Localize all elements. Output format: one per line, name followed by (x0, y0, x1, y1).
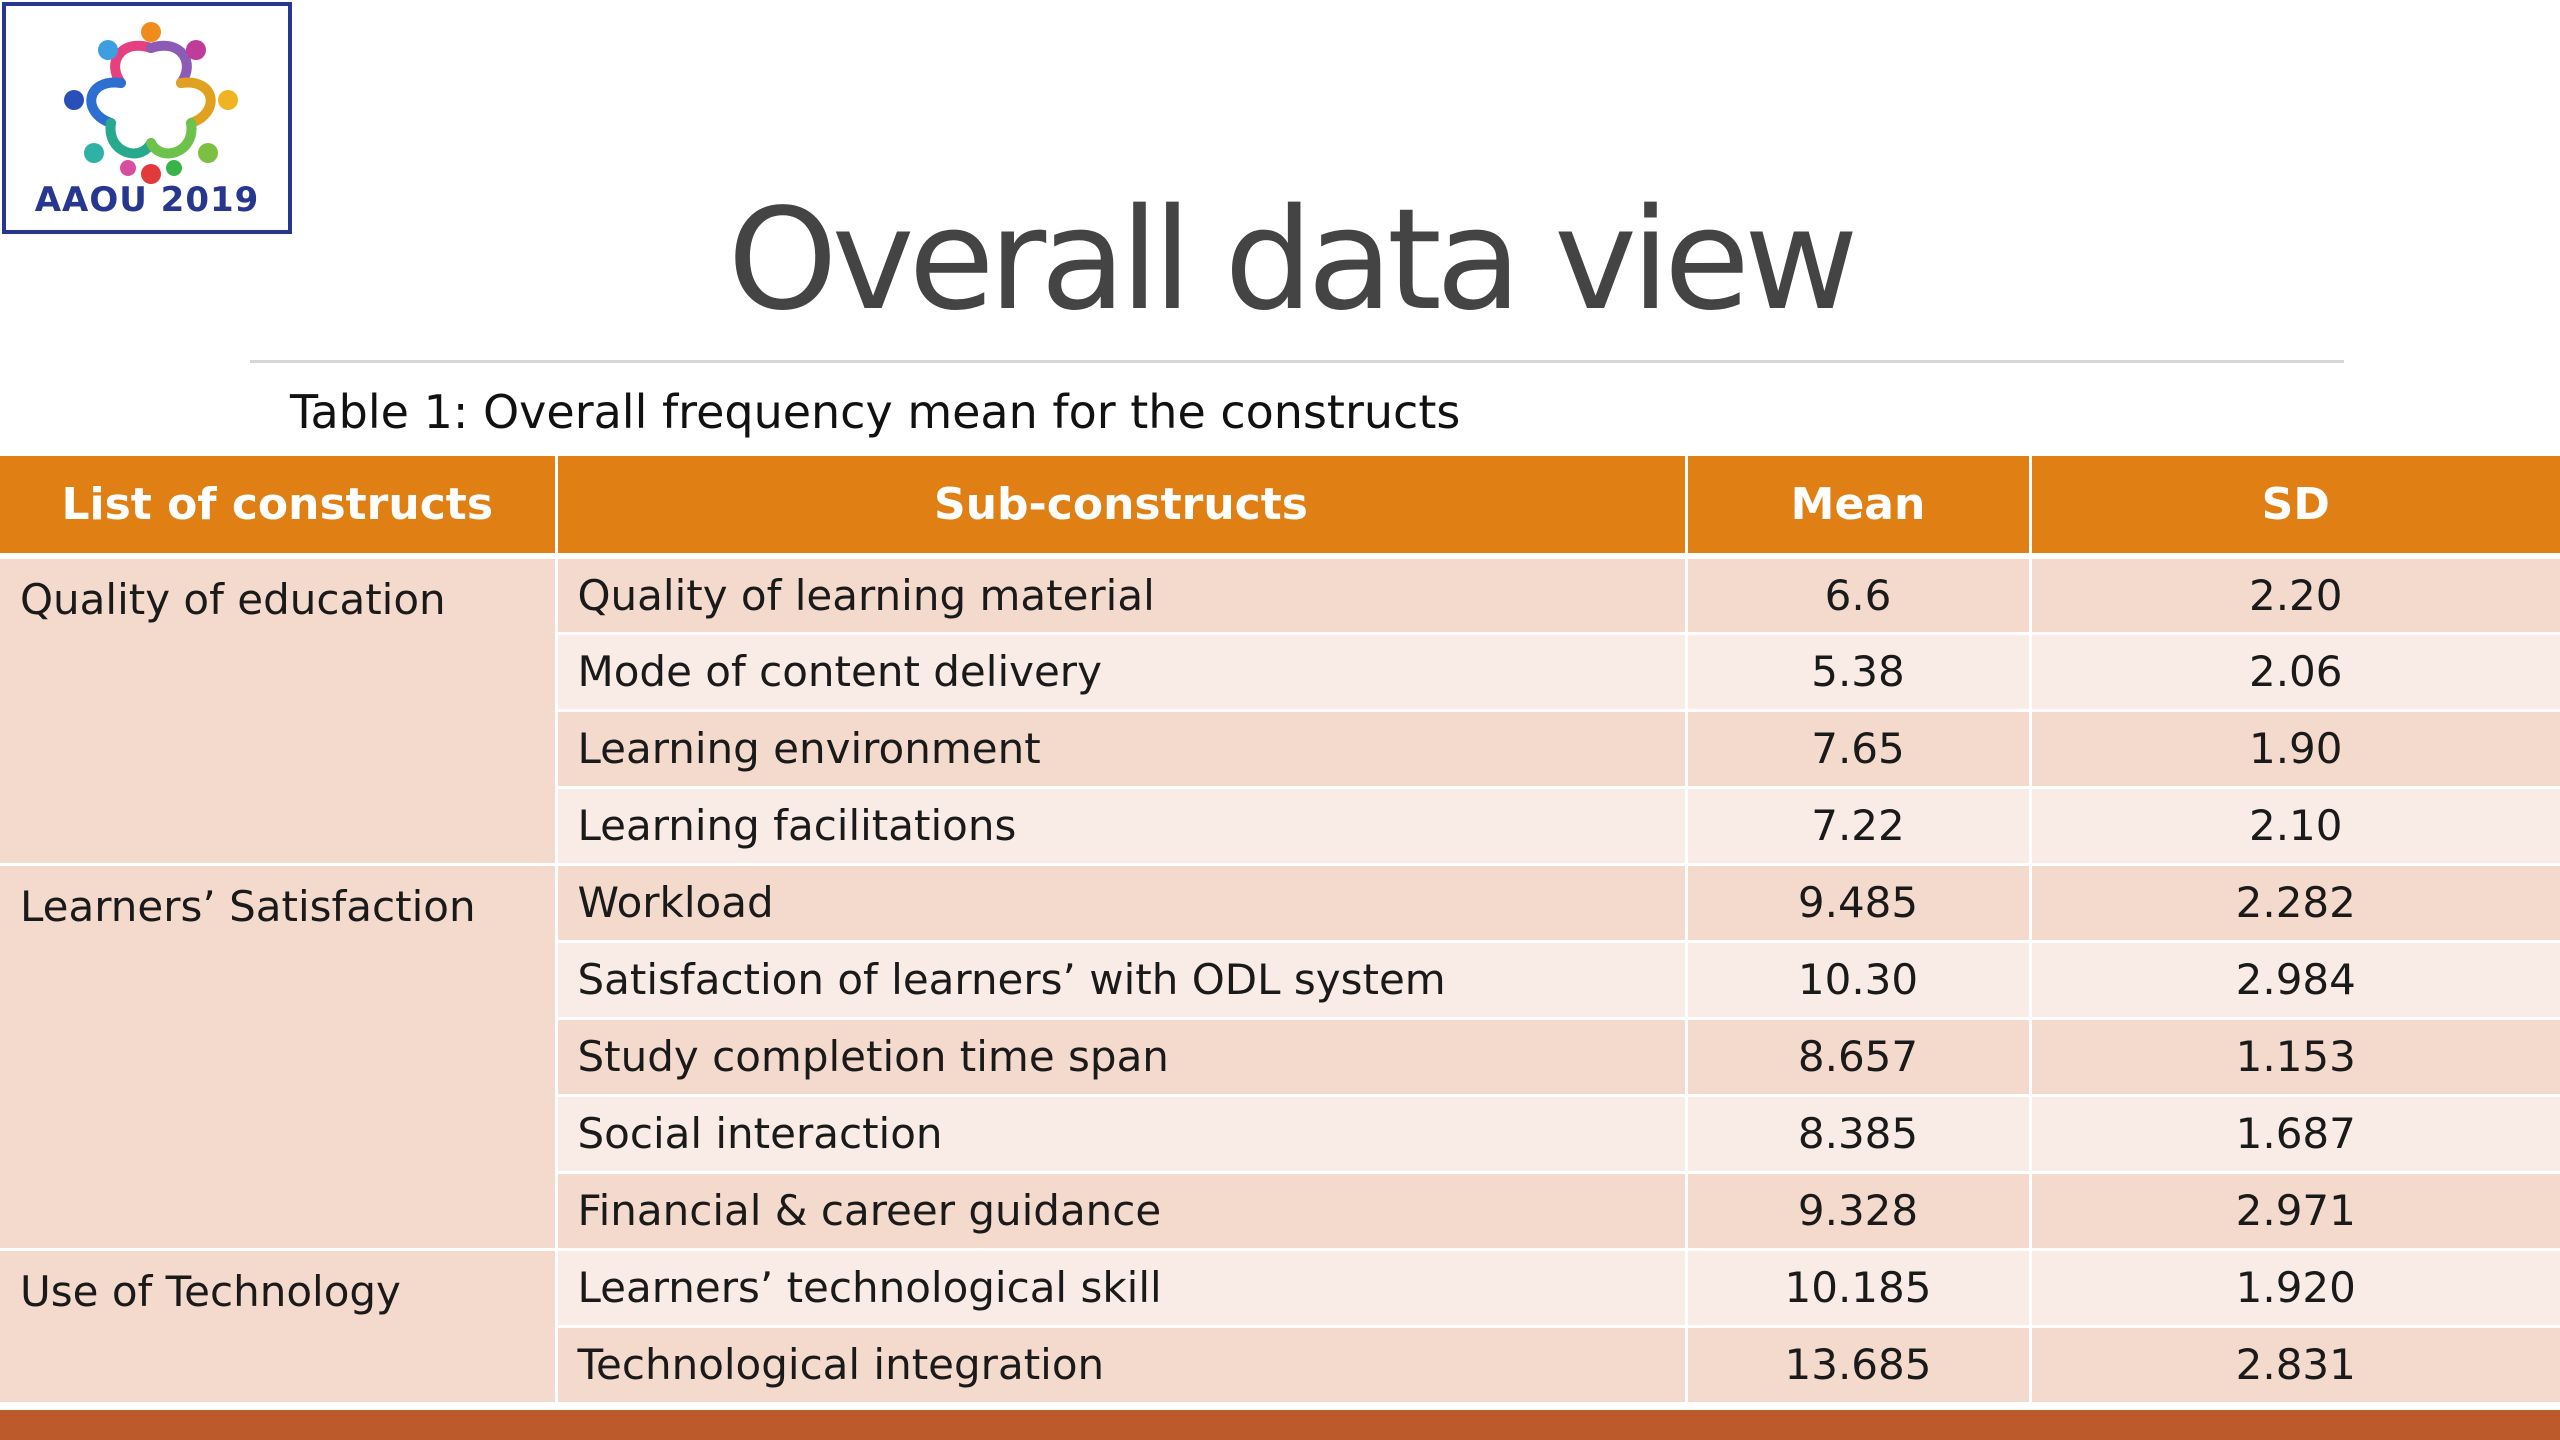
sub-construct-cell: Learners’ technological skill (556, 1249, 1688, 1328)
construct-cell: Learners’ Satisfaction (0, 864, 558, 1251)
mean-cell: 8.657 (1686, 1018, 2032, 1097)
sd-cell: 1.687 (2030, 1095, 2560, 1174)
slide-title: Overall data view (727, 179, 1858, 342)
sd-cell: 2.831 (2030, 1326, 2560, 1405)
people-circle-logo-icon (64, 22, 238, 184)
sub-construct-cell: Social interaction (556, 1095, 1688, 1174)
mean-cell: 13.685 (1686, 1326, 2032, 1405)
header-list-of-constructs: List of constructs (0, 456, 558, 559)
bottom-accent-bar (0, 1410, 2560, 1440)
mean-cell: 6.6 (1686, 556, 2032, 635)
sub-construct-cell: Study completion time span (556, 1018, 1688, 1097)
mean-cell: 8.385 (1686, 1095, 2032, 1174)
mean-cell: 7.65 (1686, 710, 2032, 789)
sd-cell: 1.90 (2030, 710, 2560, 789)
sd-cell: 2.984 (2030, 941, 2560, 1020)
table-row: Technological integration 13.685 2.831 (0, 1326, 2560, 1405)
table-row: Learners’ Satisfaction Workload 9.485 2.… (0, 864, 2560, 1251)
mean-cell: 9.485 (1686, 864, 2032, 943)
construct-cell: Quality of education (0, 556, 558, 866)
table-caption: Table 1: Overall frequency mean for the … (290, 385, 1461, 439)
sub-construct-cell: Mode of content delivery (556, 633, 1688, 712)
sd-cell: 2.10 (2030, 787, 2560, 866)
table-row: Social interaction 8.385 1.687 (0, 1095, 2560, 1174)
sub-construct-cell: Learning environment (556, 710, 1688, 789)
table-row: Learning environment 7.65 1.90 (0, 710, 2560, 789)
table-row: Financial & career guidance 9.328 2.971 (0, 1172, 2560, 1251)
sub-construct-cell: Workload (556, 864, 1688, 943)
header-sd: SD (2030, 456, 2560, 559)
mean-cell: 10.30 (1686, 941, 2032, 1020)
mean-cell: 5.38 (1686, 633, 2032, 712)
sd-cell: 2.20 (2030, 556, 2560, 635)
sd-cell: 2.971 (2030, 1172, 2560, 1251)
table-row: Study completion time span 8.657 1.153 (0, 1018, 2560, 1097)
table-row: Quality of education Quality of learning… (0, 556, 2560, 866)
table-row: Mode of content delivery 5.38 2.06 (0, 633, 2560, 712)
table-row: Satisfaction of learners’ with ODL syste… (0, 941, 2560, 1020)
sub-construct-cell: Quality of learning material (556, 556, 1688, 635)
table-row: Learning facilitations 7.22 2.10 (0, 787, 2560, 866)
title-divider (250, 360, 2344, 363)
sd-cell: 1.920 (2030, 1249, 2560, 1328)
sd-cell: 2.06 (2030, 633, 2560, 712)
header-sub-constructs: Sub-constructs (556, 456, 1688, 559)
header-mean: Mean (1686, 456, 2032, 559)
sd-cell: 2.282 (2030, 864, 2560, 943)
aaou-2019-logo: AAOU 2019 (2, 2, 292, 234)
mean-cell: 7.22 (1686, 787, 2032, 866)
table-header-row: List of constructs Sub-constructs Mean S… (0, 456, 2560, 559)
logo-text: AAOU 2019 (34, 180, 260, 220)
construct-cell: Use of Technology (0, 1249, 558, 1405)
mean-cell: 9.328 (1686, 1172, 2032, 1251)
table-row: Use of Technology Learners’ technologica… (0, 1249, 2560, 1405)
sub-construct-cell: Learning facilitations (556, 787, 1688, 866)
sub-construct-cell: Satisfaction of learners’ with ODL syste… (556, 941, 1688, 1020)
sub-construct-cell: Technological integration (556, 1326, 1688, 1405)
sd-cell: 1.153 (2030, 1018, 2560, 1097)
mean-cell: 10.185 (1686, 1249, 2032, 1328)
constructs-table: List of constructs Sub-constructs Mean S… (0, 456, 2560, 1405)
sub-construct-cell: Financial & career guidance (556, 1172, 1688, 1251)
